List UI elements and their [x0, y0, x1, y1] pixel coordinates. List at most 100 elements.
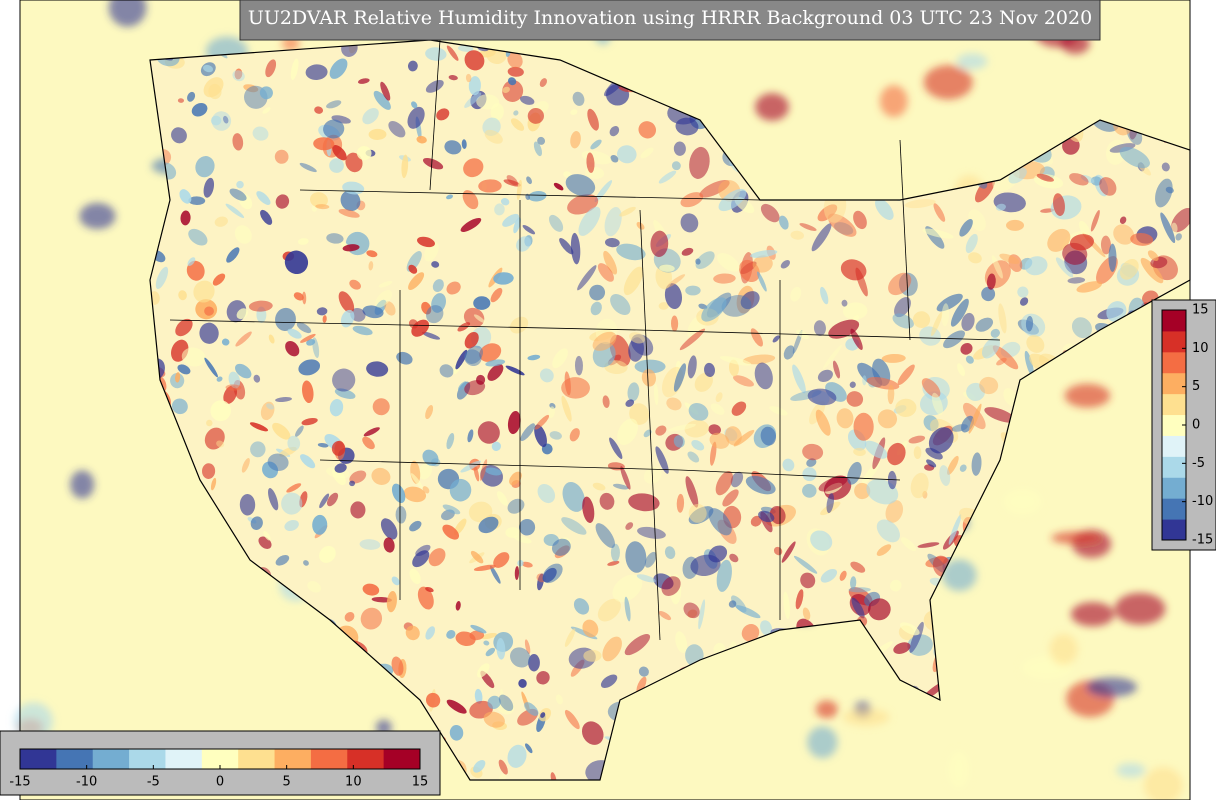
- field-blob: [428, 548, 446, 567]
- border-line: [169, 319, 1001, 341]
- field-blob: [793, 555, 818, 574]
- field-blob: [984, 407, 1016, 423]
- field-blob: [411, 319, 430, 337]
- field-blob: [214, 216, 228, 227]
- field-blob: [496, 491, 508, 506]
- field-blob: [1119, 258, 1139, 280]
- field-blob: [507, 744, 527, 768]
- field-blob: [755, 93, 789, 121]
- field-blob: [718, 188, 747, 212]
- field-blob: [1090, 176, 1102, 186]
- field-blob: [473, 464, 480, 482]
- colorbar-segment: [1162, 435, 1186, 457]
- field-blob: [888, 272, 912, 296]
- field-blob: [1114, 592, 1166, 625]
- field-blob: [715, 392, 723, 403]
- field-blob: [250, 516, 263, 530]
- field-blob: [241, 457, 250, 473]
- field-blob: [263, 530, 271, 541]
- field-blob: [493, 272, 514, 285]
- field-blob: [500, 198, 510, 206]
- field-blob: [467, 429, 474, 443]
- field-blob: [449, 478, 472, 502]
- field-blob: [395, 506, 407, 524]
- field-blob: [260, 209, 273, 225]
- field-blob: [634, 359, 666, 374]
- field-blob: [1105, 139, 1127, 165]
- field-blob: [202, 64, 214, 73]
- field-blob: [386, 590, 397, 613]
- field-blob: [986, 273, 996, 290]
- field-blob: [498, 694, 514, 712]
- field-blob: [782, 458, 795, 472]
- field-blob: [627, 382, 640, 402]
- field-blob: [582, 619, 599, 638]
- field-blob: [1053, 193, 1065, 217]
- field-blob: [562, 481, 585, 512]
- field-blob: [965, 233, 978, 254]
- field-blob: [722, 489, 739, 507]
- field-blob: [425, 404, 434, 420]
- field-blob: [688, 503, 707, 523]
- field-blob: [802, 467, 817, 482]
- field-blob: [295, 425, 304, 437]
- field-blob: [503, 179, 521, 187]
- field-blob: [507, 411, 521, 435]
- field-blob: [684, 420, 709, 438]
- title: UU2DVAR Relative Humidity Innovation usi…: [248, 7, 1092, 29]
- field-blob: [268, 488, 279, 511]
- field-blob: [204, 306, 214, 316]
- field-blob: [948, 514, 962, 545]
- field-blob: [806, 458, 817, 467]
- field-blob: [586, 152, 595, 173]
- field-blob: [708, 545, 728, 563]
- field-blob: [228, 371, 241, 389]
- field-blob: [487, 695, 501, 709]
- field-blob: [485, 647, 496, 657]
- field-blob: [380, 81, 391, 101]
- field-blob: [275, 397, 292, 402]
- field-blob: [539, 78, 548, 87]
- field-blob: [405, 625, 420, 641]
- border-line: [639, 209, 661, 641]
- field-blob: [619, 206, 636, 217]
- field-blob: [212, 273, 226, 286]
- field-blob: [817, 204, 838, 222]
- field-blob: [549, 431, 562, 440]
- colorbar-tick-label: 15: [1192, 303, 1209, 318]
- field-blob: [473, 564, 496, 572]
- field-blob: [290, 58, 299, 80]
- field-blob: [342, 244, 360, 252]
- field-blob: [524, 639, 531, 655]
- field-blob: [391, 576, 400, 586]
- field-blob: [991, 255, 1003, 279]
- field-blob: [708, 508, 732, 536]
- field-blob: [661, 576, 681, 596]
- field-blob: [70, 470, 95, 499]
- field-blob: [362, 107, 379, 125]
- field-blob: [842, 708, 890, 726]
- field-blob: [851, 597, 865, 619]
- field-blob: [928, 427, 954, 454]
- field-blob: [792, 364, 806, 394]
- field-blob: [730, 471, 744, 488]
- colorbar-segment: [1162, 393, 1186, 416]
- field-blob: [959, 464, 967, 472]
- field-blob: [449, 725, 464, 741]
- field-blob: [249, 422, 269, 432]
- field-blob: [650, 230, 669, 257]
- field-blob: [590, 301, 602, 316]
- field-blob: [312, 337, 320, 358]
- field-blob: [999, 253, 1020, 264]
- field-blob: [752, 255, 773, 273]
- field-blob: [912, 311, 931, 328]
- field-blob: [629, 332, 646, 344]
- field-blob: [493, 552, 510, 568]
- field-blob: [687, 355, 697, 379]
- field-blob: [654, 383, 659, 406]
- field-blob: [357, 78, 370, 84]
- field-blob: [589, 284, 606, 301]
- field-blob: [754, 362, 773, 390]
- field-blob: [193, 280, 215, 303]
- field-blob: [802, 443, 824, 461]
